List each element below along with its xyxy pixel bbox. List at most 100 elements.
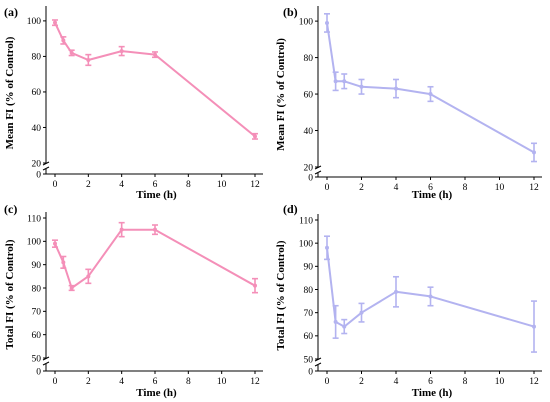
y-tick-label: 70 <box>304 309 314 319</box>
y-tick-label: 80 <box>32 53 42 63</box>
data-point <box>359 84 364 89</box>
axis-break-mark <box>314 362 322 367</box>
x-tick-label: 12 <box>529 183 539 193</box>
data-point <box>325 20 329 25</box>
data-point <box>342 324 347 329</box>
x-tick-label: 6 <box>428 183 433 193</box>
y-tick-label: 60 <box>32 88 42 98</box>
y-tick-label: 110 <box>27 214 41 224</box>
x-tick-label: 4 <box>394 183 399 193</box>
x-tick-label: 8 <box>186 377 191 387</box>
data-point <box>325 245 329 250</box>
x-tick-label: 0 <box>53 377 58 387</box>
data-point <box>359 310 364 315</box>
x-tick-label: 12 <box>250 180 260 190</box>
axis-break-mark <box>314 170 322 175</box>
y-tick-label: 60 <box>304 332 314 342</box>
y-tick-label: 90 <box>304 263 314 273</box>
y-axis-title: Mean FI (% of Control) <box>4 36 16 149</box>
y-tick-label: 100 <box>299 239 314 249</box>
x-tick-label: 0 <box>325 377 330 387</box>
x-axis-title: Time (h) <box>412 387 453 399</box>
data-point <box>253 134 257 139</box>
x-tick-label: 2 <box>359 377 364 387</box>
x-tick-label: 2 <box>359 183 364 193</box>
y-tick-label: 40 <box>32 124 42 134</box>
data-point <box>253 283 257 288</box>
data-point <box>61 38 66 43</box>
x-tick-label: 0 <box>53 180 58 190</box>
y-tick-label: 80 <box>32 284 42 294</box>
data-point <box>86 274 91 279</box>
x-tick-label: 10 <box>495 377 505 387</box>
y-tick-label: 0 <box>308 173 313 183</box>
x-tick-label: 8 <box>463 377 468 387</box>
x-tick-label: 2 <box>86 180 91 190</box>
data-point <box>342 79 347 84</box>
data-point <box>69 286 74 290</box>
y-tick-label: 50 <box>32 354 42 364</box>
data-point <box>428 92 433 97</box>
data-point <box>394 86 398 91</box>
data-point <box>532 324 536 329</box>
x-axis-title: Time (h) <box>136 189 177 201</box>
x-tick-label: 10 <box>495 183 505 193</box>
y-tick-label: 100 <box>27 238 42 248</box>
axis-break-mark <box>42 166 50 171</box>
panel-a: (a) 20 40 60 80 100 0 0 2 4 6 8 10 12 Time (h) Mean FI … <box>4 5 263 201</box>
x-tick-label: 12 <box>529 377 539 387</box>
x-tick-label: 6 <box>153 180 158 190</box>
x-tick-label: 4 <box>394 377 399 387</box>
data-point <box>53 241 57 246</box>
x-tick-label: 8 <box>186 180 191 190</box>
data-point <box>428 294 433 299</box>
y-tick-label: 100 <box>299 17 314 27</box>
x-axis-title: Time (h) <box>412 189 453 201</box>
y-tick-label: 0 <box>36 170 41 180</box>
x-tick-label: 0 <box>325 183 330 193</box>
y-axis-title: Total FI (% of Control) <box>4 239 16 349</box>
y-tick-label: 70 <box>32 308 42 318</box>
y-tick-label: 0 <box>308 367 313 377</box>
y-tick-label: 60 <box>32 331 42 341</box>
y-tick-label: 20 <box>32 159 42 169</box>
x-tick-label: 10 <box>217 180 227 190</box>
y-tick-label: 40 <box>304 127 314 137</box>
data-point <box>532 150 536 155</box>
y-tick-label: 60 <box>304 90 314 100</box>
data-point <box>119 49 124 54</box>
y-axis-title: Total FI (% of Control) <box>275 240 287 350</box>
panel-c: (c) 50 60 70 80 90 100 110 0 0 2 4 6 8 10 12 Time (h) Tot… <box>4 202 263 399</box>
data-point <box>53 20 57 25</box>
data-point <box>394 289 398 294</box>
panel-b: (b) 20 40 60 80 100 0 0 2 4 6 8 10 12 Time (h) Mean FI … <box>275 5 542 201</box>
y-tick-label: 80 <box>304 286 314 296</box>
y-tick-label: 80 <box>304 54 314 64</box>
series-line <box>54 22 256 138</box>
panel-label: (b) <box>283 5 298 19</box>
data-point <box>153 52 157 57</box>
data-point <box>86 57 91 62</box>
x-tick-label: 4 <box>119 377 124 387</box>
panel-d: (d) 50 60 70 80 90 100 110 0 0 2 4 6 8 10 12 Time (h) Tot… <box>275 202 542 399</box>
x-tick-label: 6 <box>153 377 158 387</box>
data-point <box>69 50 74 55</box>
x-tick-label: 12 <box>250 377 260 387</box>
y-tick-label: 20 <box>304 163 314 173</box>
y-tick-label: 90 <box>32 261 42 271</box>
x-tick-label: 4 <box>119 180 124 190</box>
y-tick-label: 50 <box>304 355 314 365</box>
series-line <box>54 228 256 289</box>
x-tick-label: 10 <box>217 377 227 387</box>
y-tick-label: 100 <box>27 17 42 27</box>
panel-label: (c) <box>4 202 17 216</box>
x-tick-label: 6 <box>428 377 433 387</box>
panel-label: (a) <box>4 5 18 19</box>
x-tick-label: 8 <box>463 183 468 193</box>
panel-label: (d) <box>283 202 298 216</box>
data-point <box>61 260 66 265</box>
data-point <box>153 227 157 232</box>
data-point <box>119 227 124 232</box>
y-tick-label: 0 <box>36 367 41 377</box>
